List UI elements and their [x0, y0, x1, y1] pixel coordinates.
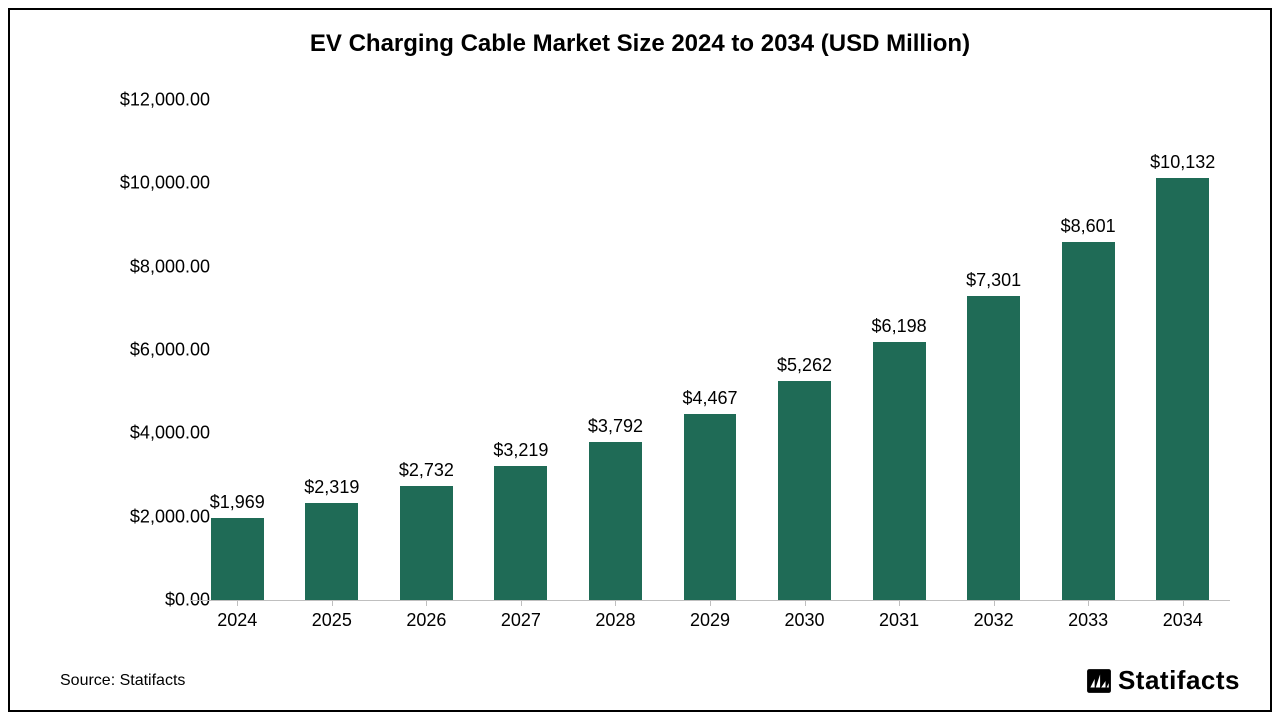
bar-value-label: $3,792	[570, 416, 660, 437]
bar	[211, 518, 264, 600]
bar	[589, 442, 642, 600]
bar-value-label: $4,467	[665, 388, 755, 409]
x-tick-label: 2027	[481, 610, 561, 631]
x-tick-mark	[426, 600, 427, 606]
x-tick-mark	[237, 600, 238, 606]
bar	[778, 381, 831, 600]
brand-name: Statifacts	[1118, 665, 1240, 696]
bar	[1156, 178, 1209, 600]
chart-frame: EV Charging Cable Market Size 2024 to 20…	[8, 8, 1272, 712]
bar	[305, 503, 358, 600]
x-tick-label: 2025	[292, 610, 372, 631]
bar-value-label: $7,301	[949, 270, 1039, 291]
x-tick-mark	[1088, 600, 1089, 606]
x-tick-mark	[521, 600, 522, 606]
x-tick-mark	[805, 600, 806, 606]
bar-value-label: $2,319	[287, 477, 377, 498]
x-tick-mark	[332, 600, 333, 606]
bar	[967, 296, 1020, 600]
brand-logo: Statifacts	[1086, 665, 1240, 696]
x-tick-label: 2033	[1048, 610, 1128, 631]
x-tick-label: 2026	[386, 610, 466, 631]
bar	[1062, 242, 1115, 600]
bar-value-label: $8,601	[1043, 216, 1133, 237]
bar-value-label: $6,198	[854, 316, 944, 337]
bar-value-label: $2,732	[381, 460, 471, 481]
x-tick-mark	[994, 600, 995, 606]
bar	[494, 466, 547, 600]
bar	[400, 486, 453, 600]
x-tick-label: 2034	[1143, 610, 1223, 631]
bar	[684, 414, 737, 600]
chart-title: EV Charging Cable Market Size 2024 to 20…	[10, 30, 1270, 58]
x-tick-label: 2024	[197, 610, 277, 631]
x-tick-label: 2031	[859, 610, 939, 631]
bar-value-label: $5,262	[760, 355, 850, 376]
bar-value-label: $10,132	[1138, 152, 1228, 173]
x-tick-label: 2032	[954, 610, 1034, 631]
x-tick-mark	[899, 600, 900, 606]
source-text: Source: Statifacts	[60, 672, 185, 690]
bar-value-label: $3,219	[476, 440, 566, 461]
x-tick-label: 2029	[670, 610, 750, 631]
plot-area	[190, 100, 1230, 600]
x-tick-label: 2028	[575, 610, 655, 631]
brand-icon	[1086, 668, 1112, 694]
bar	[873, 342, 926, 600]
bar-value-label: $1,969	[192, 492, 282, 513]
x-tick-mark	[710, 600, 711, 606]
x-tick-label: 2030	[765, 610, 845, 631]
x-tick-mark	[1183, 600, 1184, 606]
x-tick-mark	[615, 600, 616, 606]
